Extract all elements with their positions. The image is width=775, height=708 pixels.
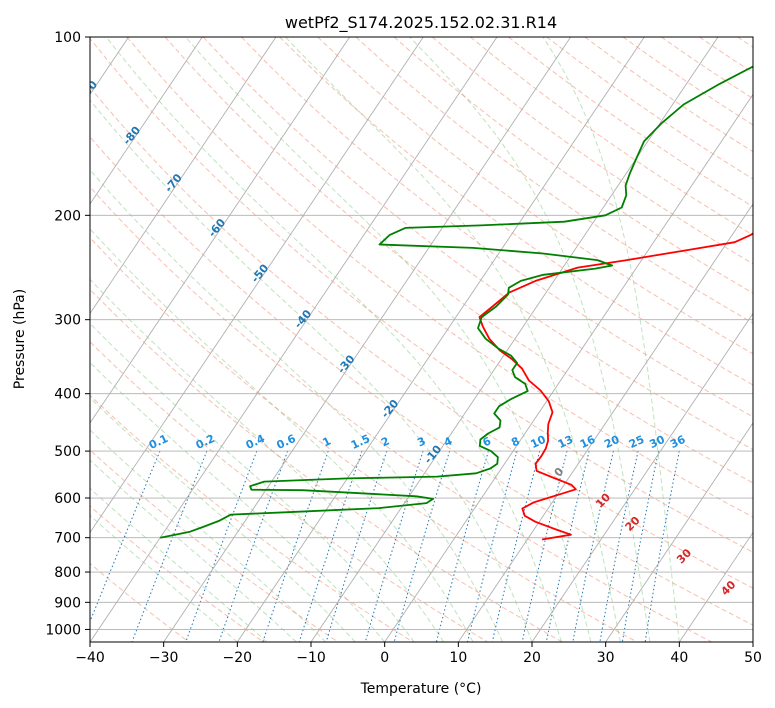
x-axis-label: Temperature (°C) xyxy=(360,681,482,697)
y-tick-label: 600 xyxy=(54,491,81,507)
moist-adiabat-line xyxy=(409,37,651,642)
mixing-ratio-line xyxy=(621,450,660,642)
isotherm-line xyxy=(457,203,753,642)
isotherm-line xyxy=(163,37,572,642)
dry-adiabat-line xyxy=(202,37,753,451)
isotherm-line xyxy=(384,93,753,642)
mixing-ratio-label: 16 xyxy=(578,433,598,451)
mixing-ratio-label: 30 xyxy=(647,433,667,451)
dewpoint-line xyxy=(160,65,753,539)
y-axis: 100 200 300 400 500 600 700 800 900 1000 xyxy=(45,30,90,638)
x-tick-label: 50 xyxy=(744,650,762,666)
isotherm-line xyxy=(90,37,351,424)
y-tick-label: 500 xyxy=(54,444,81,460)
isotherm-line xyxy=(236,37,645,642)
x-tick-label: −20 xyxy=(223,650,253,666)
moist-adiabat-line xyxy=(90,278,445,642)
dry-adiabat-line xyxy=(90,237,638,642)
mixing-ratio-label: 10 xyxy=(529,433,549,451)
mixing-ratio-line xyxy=(262,450,329,642)
mixing-ratio-label: 25 xyxy=(627,433,646,451)
dry-adiabat-line xyxy=(90,394,414,642)
mixing-ratio-line xyxy=(185,450,258,642)
y-tick-label: 900 xyxy=(54,595,81,611)
isotherm-line xyxy=(310,37,719,642)
y-tick-label: 300 xyxy=(54,313,81,329)
isotherm-line xyxy=(531,312,753,642)
dry-adiabat-label: -90 xyxy=(77,78,100,102)
mixing-ratio-line xyxy=(521,450,568,642)
moist-adiabat-line xyxy=(90,228,474,642)
dry-adiabat-line xyxy=(90,86,753,589)
dry-adiabat-line xyxy=(90,186,712,642)
y-tick-label: 200 xyxy=(54,208,81,224)
dry-adiabat-line xyxy=(355,37,753,324)
dry-adiabat-line xyxy=(90,562,190,642)
mixing-ratio-line xyxy=(218,450,289,642)
isotherms xyxy=(90,37,753,642)
mixing-ratio-line xyxy=(364,450,424,642)
moist-adiabat-line xyxy=(185,37,592,642)
x-tick-label: 30 xyxy=(597,650,615,666)
x-tick-label: −30 xyxy=(149,650,179,666)
moist-adiabat-line xyxy=(105,37,562,642)
moist-adiabat-line xyxy=(90,397,356,642)
dry-adiabat-line xyxy=(164,37,753,484)
dry-adiabat-line xyxy=(126,37,753,518)
moist-adiabat-line xyxy=(285,37,621,642)
isotherm-line xyxy=(90,37,498,642)
x-axis: −40 −30 −20 −10 0 10 20 30 40 50 xyxy=(75,642,762,666)
plot-frame xyxy=(89,36,754,643)
mixing-ratio-line xyxy=(393,450,451,642)
x-tick-label: −10 xyxy=(296,650,326,666)
y-tick-label: 800 xyxy=(54,565,81,581)
isotherm-line xyxy=(605,422,753,642)
mixing-ratio-lines xyxy=(90,450,680,642)
mixing-ratio-label: 13 xyxy=(556,433,575,451)
moist-adiabat-line xyxy=(90,514,238,642)
y-tick-label: 700 xyxy=(54,531,81,547)
chart-title: wetPf2_S174.2025.152.02.31.R14 xyxy=(285,13,557,33)
mixing-ratio-line xyxy=(298,450,363,642)
mixing-ratio-line xyxy=(599,450,639,642)
plot-area: -100-90-80-70-60-50-40-30-20-100.10.20.4… xyxy=(77,37,753,642)
y-tick-label: 100 xyxy=(54,30,81,46)
isotherm-line xyxy=(90,37,203,205)
mixing-ratio-line xyxy=(545,450,590,642)
mixing-ratio-line xyxy=(644,451,680,642)
isobars xyxy=(90,37,753,630)
isotherm-line xyxy=(90,37,277,315)
mixing-ratio-line xyxy=(90,450,161,623)
dry-adiabat-line xyxy=(241,37,753,418)
isotherm-line xyxy=(678,531,753,642)
mixing-ratio-line xyxy=(435,450,489,642)
dry-adiabat-line xyxy=(90,288,563,642)
dry-adiabat-line xyxy=(393,37,753,294)
x-tick-label: 10 xyxy=(449,650,467,666)
x-tick-label: 40 xyxy=(670,650,688,666)
y-tick-label: 400 xyxy=(54,387,81,403)
x-tick-label: 0 xyxy=(380,650,389,666)
x-tick-label: 20 xyxy=(523,650,541,666)
dry-adiabat-line xyxy=(90,505,264,642)
dry-adiabat-line xyxy=(90,136,753,626)
y-axis-label: Pressure (hPa) xyxy=(12,289,28,389)
isotherm-line xyxy=(90,37,424,534)
x-tick-label: −40 xyxy=(75,650,105,666)
y-tick-label: 1000 xyxy=(45,622,81,638)
mixing-ratio-label: 20 xyxy=(602,433,622,451)
mixing-ratio-label: 36 xyxy=(668,433,688,451)
mixing-ratio-line xyxy=(467,450,518,642)
mixing-ratio-line xyxy=(131,450,208,642)
moist-adiabat-line xyxy=(90,459,297,642)
moist-adiabat-line xyxy=(90,429,327,642)
mixing-ratio-line xyxy=(572,450,614,642)
moist-adiabat-line xyxy=(542,37,680,642)
profiles xyxy=(160,65,753,541)
dry-adiabat-line xyxy=(90,341,488,642)
